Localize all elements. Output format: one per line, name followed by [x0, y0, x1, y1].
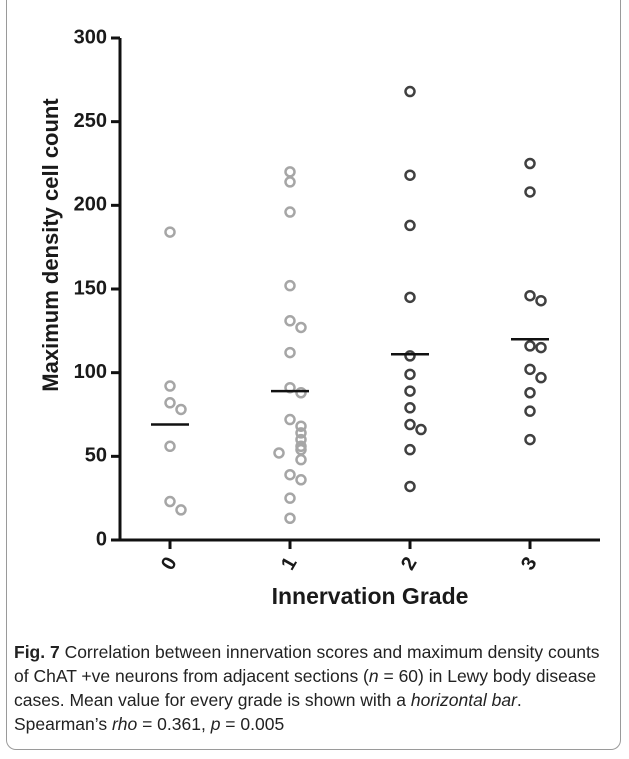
data-point: [284, 166, 296, 178]
caption-text: = 60) in Lewy body disease cases. Mean v…: [14, 666, 597, 710]
data-point: [404, 169, 416, 181]
data-point: [164, 495, 176, 508]
y-tick-label: 300: [74, 26, 107, 48]
chart: Maximum density cell count Innervation G…: [38, 26, 600, 609]
data-point: [164, 380, 176, 392]
data-point: [295, 427, 307, 439]
data-point: [295, 321, 307, 334]
data-point: [284, 206, 296, 218]
data-point: [284, 468, 296, 481]
caption-text: = 0.361,: [137, 714, 211, 734]
data-point: [524, 289, 536, 302]
data-point: [295, 474, 307, 486]
data-point: [175, 403, 187, 416]
data-point: [524, 186, 536, 198]
data-point: [404, 418, 416, 431]
figure-frame: [6, 0, 621, 750]
data-point: [524, 405, 536, 417]
data-point: [415, 423, 427, 436]
data-point: [284, 492, 296, 504]
data-point: [284, 176, 296, 188]
data-point: [404, 402, 416, 414]
data-point: [404, 85, 416, 98]
data-point: [295, 420, 307, 432]
data-point: [404, 350, 416, 362]
caption-text: rho: [111, 714, 138, 734]
y-axis-title: Maximum density cell count: [38, 98, 63, 392]
caption: Fig. 7 Correlation between innervation s…: [14, 640, 609, 736]
y-tick-label: 0: [96, 528, 107, 550]
caption-text: . Spearman’s: [14, 690, 522, 734]
data-point: [295, 453, 307, 466]
data-point: [273, 447, 285, 459]
data-point: [404, 385, 416, 397]
x-tick-label: 3: [517, 553, 542, 574]
data-point: [295, 386, 307, 399]
x-axis-title: Innervation Grade: [272, 583, 469, 609]
data-point: [524, 157, 536, 170]
data-point: [284, 346, 296, 359]
data-point: [524, 433, 536, 446]
data-point: [284, 413, 296, 426]
data-point: [524, 340, 536, 352]
y-tick-label: 100: [74, 361, 107, 383]
y-tick-label: 150: [74, 277, 107, 299]
data-point: [404, 368, 416, 381]
caption-text: n: [368, 666, 379, 686]
caption-label: Fig. 7: [14, 642, 60, 662]
caption-text: = 0.005: [220, 714, 285, 734]
data-point: [535, 371, 547, 384]
y-tick-label: 250: [74, 110, 107, 132]
data-point: [404, 480, 416, 493]
data-point: [404, 443, 416, 456]
data-point: [284, 279, 296, 292]
caption-text: horizontal bar: [410, 690, 517, 710]
data-point: [524, 363, 536, 376]
x-tick-label: 1: [277, 553, 302, 574]
data-point: [284, 512, 296, 524]
data-point: [164, 226, 176, 238]
data-point: [164, 440, 176, 453]
x-tick-label: 0: [157, 553, 182, 574]
data-point: [404, 219, 416, 232]
y-tick-label: 50: [85, 445, 107, 467]
data-point: [404, 291, 416, 304]
data-point: [535, 294, 547, 307]
data-point: [164, 397, 176, 409]
y-tick-label: 200: [74, 194, 107, 216]
data-point: [535, 341, 547, 354]
data-point: [175, 504, 187, 516]
data-point: [524, 386, 536, 399]
caption-text: p: [210, 714, 221, 734]
x-tick-label: 2: [397, 553, 422, 574]
caption-text: Correlation between innervation scores a…: [14, 642, 600, 686]
data-point: [284, 315, 296, 327]
